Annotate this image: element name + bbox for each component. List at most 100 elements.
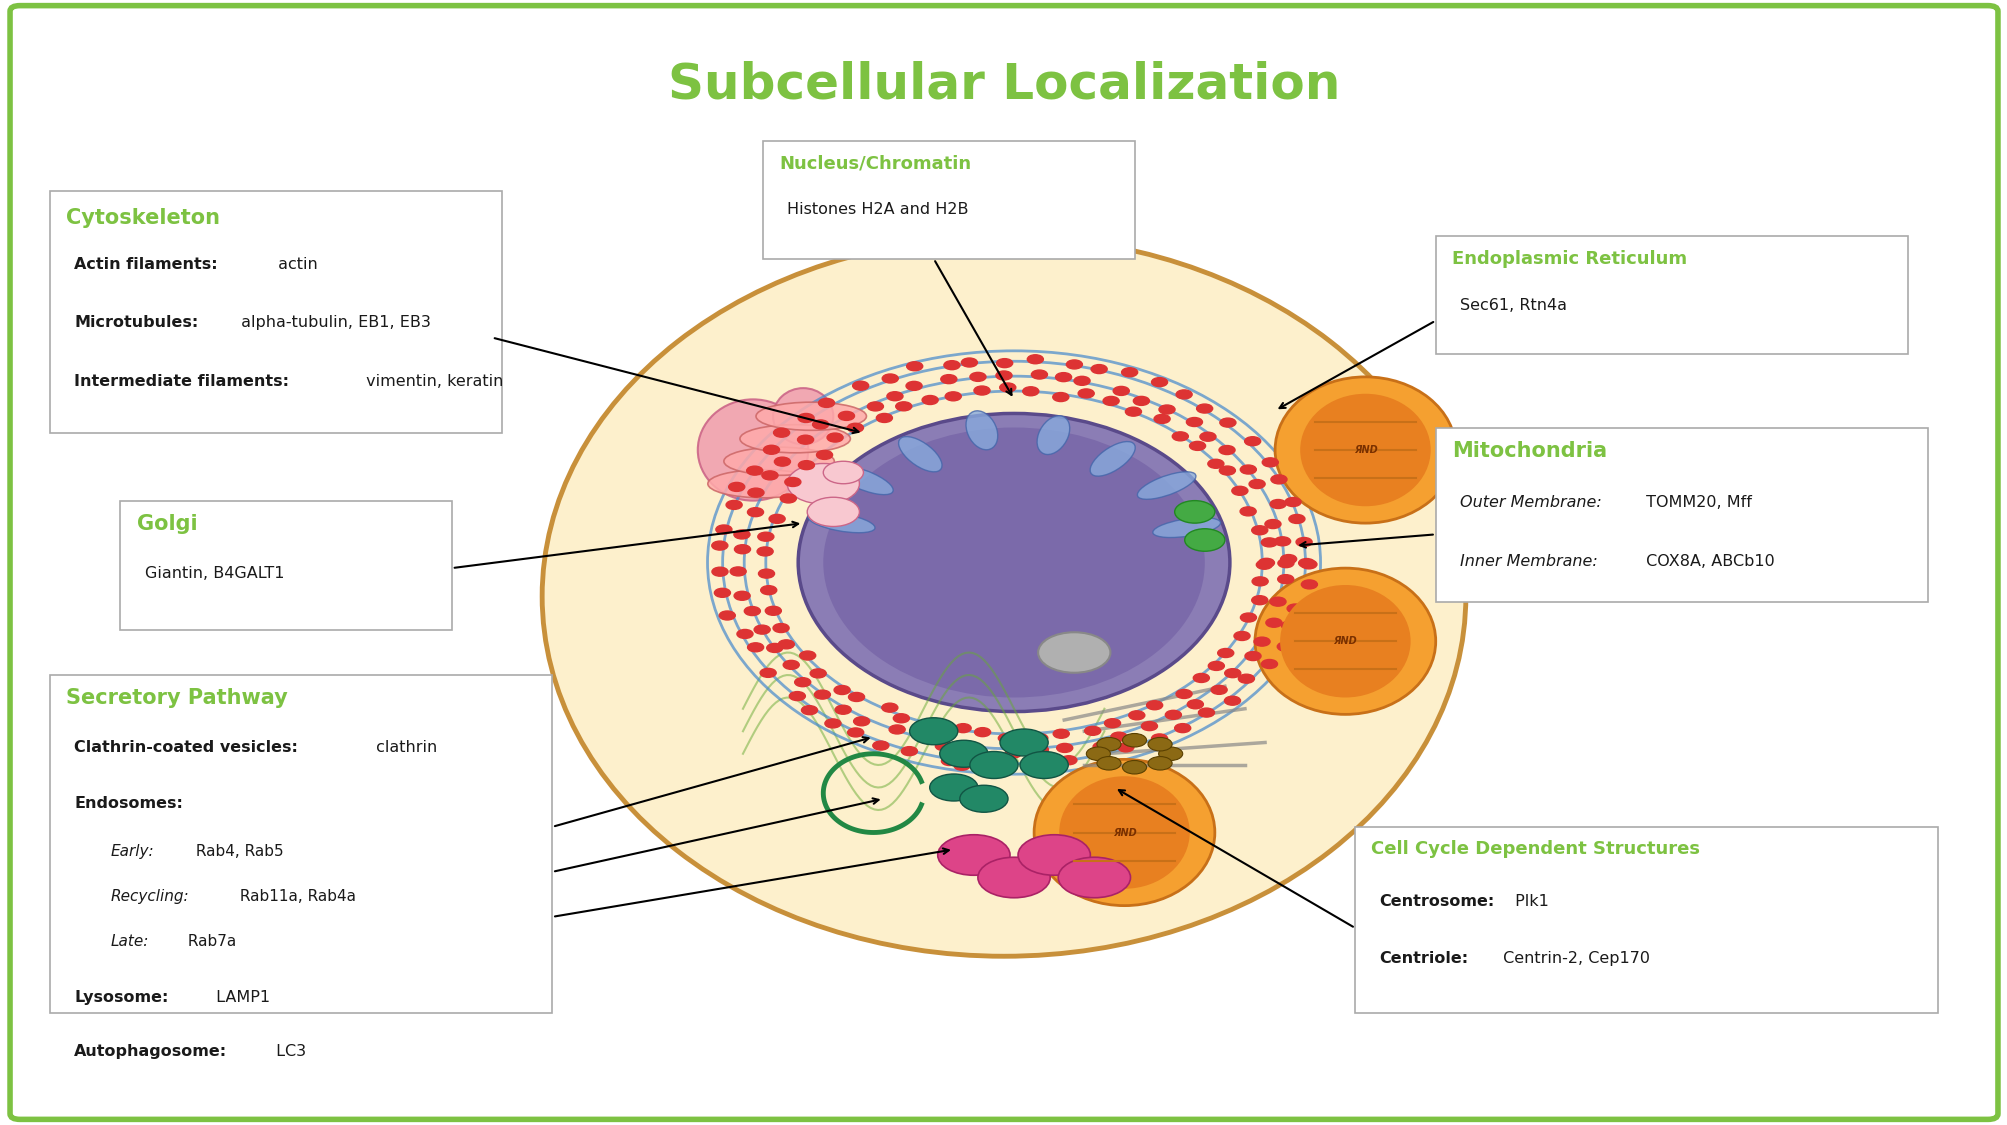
Circle shape [827, 433, 843, 442]
Text: Actin filaments:: Actin filaments: [74, 256, 219, 271]
Circle shape [1020, 752, 1068, 778]
Circle shape [787, 464, 859, 504]
Circle shape [1184, 529, 1224, 551]
Circle shape [881, 374, 897, 382]
Circle shape [735, 592, 751, 601]
Circle shape [716, 525, 733, 534]
Circle shape [939, 740, 987, 767]
Circle shape [867, 402, 883, 411]
Circle shape [1286, 604, 1303, 613]
Circle shape [1192, 674, 1208, 683]
Circle shape [755, 626, 771, 634]
Text: Histones H2A and H2B: Histones H2A and H2B [787, 202, 967, 217]
Circle shape [1256, 560, 1272, 569]
Circle shape [797, 414, 813, 423]
Circle shape [1288, 514, 1305, 523]
Circle shape [1284, 497, 1301, 506]
Circle shape [973, 728, 989, 737]
Circle shape [759, 569, 775, 578]
Text: Centrin-2, Cep170: Centrin-2, Cep170 [1497, 951, 1650, 965]
Text: Plk1: Plk1 [1509, 894, 1547, 909]
Circle shape [1276, 575, 1293, 584]
Circle shape [1295, 538, 1311, 547]
Circle shape [847, 728, 863, 737]
Circle shape [929, 774, 977, 801]
Circle shape [1264, 619, 1280, 628]
Circle shape [1208, 662, 1224, 670]
Circle shape [835, 705, 851, 714]
Ellipse shape [706, 470, 819, 497]
Circle shape [1238, 674, 1254, 683]
Circle shape [1128, 711, 1144, 720]
Circle shape [873, 741, 889, 750]
Circle shape [1132, 396, 1148, 405]
Text: Nucleus/Chromatin: Nucleus/Chromatin [779, 154, 971, 172]
Text: Lysosome:: Lysosome: [74, 990, 169, 1005]
Circle shape [1218, 446, 1234, 454]
Ellipse shape [1274, 377, 1455, 523]
Circle shape [1270, 500, 1286, 508]
Circle shape [853, 717, 869, 726]
Circle shape [995, 371, 1012, 380]
FancyBboxPatch shape [1435, 236, 1907, 354]
Circle shape [889, 724, 905, 734]
Circle shape [1268, 597, 1284, 606]
Circle shape [1200, 432, 1216, 441]
Circle shape [1122, 368, 1138, 377]
Circle shape [1186, 417, 1202, 426]
Text: Rab11a, Rab4a: Rab11a, Rab4a [235, 889, 355, 903]
Circle shape [1274, 537, 1291, 546]
Circle shape [797, 435, 813, 444]
Circle shape [887, 392, 903, 400]
Text: vimentin, keratin: vimentin, keratin [361, 374, 504, 388]
Text: actin: actin [273, 256, 317, 271]
Circle shape [995, 760, 1012, 770]
Circle shape [779, 640, 795, 649]
Circle shape [1118, 742, 1134, 752]
Text: Sec61, Rtn4a: Sec61, Rtn4a [1459, 298, 1565, 313]
Circle shape [941, 756, 957, 765]
Circle shape [712, 567, 729, 576]
Circle shape [807, 497, 859, 526]
Circle shape [955, 723, 971, 732]
Circle shape [747, 642, 763, 651]
Circle shape [1224, 668, 1240, 677]
Text: Endosomes:: Endosomes: [74, 796, 183, 811]
Circle shape [959, 785, 1008, 812]
Circle shape [1090, 364, 1106, 374]
Circle shape [1158, 747, 1182, 760]
Circle shape [785, 477, 801, 486]
Circle shape [1032, 370, 1048, 379]
Circle shape [761, 586, 777, 595]
Circle shape [1078, 389, 1094, 398]
Circle shape [1122, 760, 1146, 774]
Circle shape [1038, 632, 1110, 673]
Circle shape [747, 488, 763, 497]
Circle shape [1102, 396, 1118, 405]
Text: Rab7a: Rab7a [183, 934, 237, 948]
Circle shape [1154, 414, 1170, 423]
Text: Inner Membrane:: Inner Membrane: [1459, 554, 1598, 568]
Text: Golgi: Golgi [136, 514, 197, 534]
Circle shape [901, 747, 917, 756]
Circle shape [969, 372, 985, 381]
Circle shape [1264, 520, 1280, 529]
Circle shape [999, 729, 1048, 756]
Circle shape [1052, 393, 1068, 402]
Circle shape [1260, 659, 1276, 668]
Circle shape [1186, 700, 1202, 709]
Circle shape [769, 514, 785, 523]
Circle shape [1299, 558, 1315, 567]
Circle shape [1158, 405, 1174, 414]
Circle shape [1248, 479, 1264, 488]
FancyBboxPatch shape [763, 141, 1134, 259]
Circle shape [799, 460, 815, 469]
Circle shape [1276, 642, 1293, 651]
Text: Secretory Pathway: Secretory Pathway [66, 688, 287, 709]
Ellipse shape [773, 388, 833, 444]
Ellipse shape [696, 399, 807, 501]
Circle shape [825, 719, 841, 728]
Circle shape [995, 359, 1012, 368]
Circle shape [1096, 738, 1120, 752]
Ellipse shape [542, 236, 1465, 956]
